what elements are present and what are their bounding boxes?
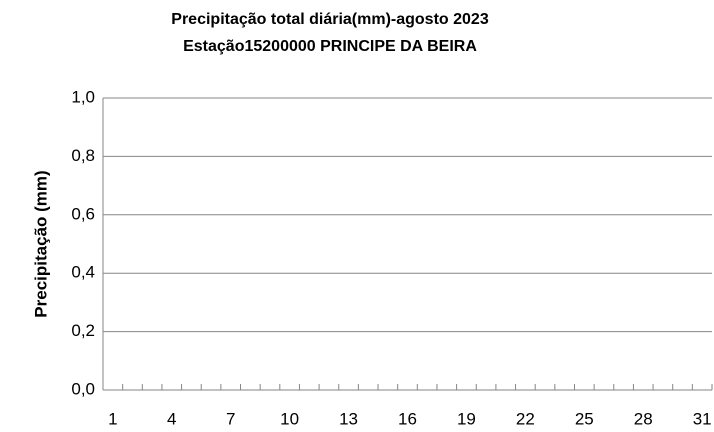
x-tick-label: 13 [339, 409, 358, 428]
x-tick-label: 10 [280, 409, 299, 428]
x-tick-label: 19 [457, 409, 476, 428]
x-tick-label: 1 [108, 409, 117, 428]
chart-subtitle: Estação15200000 PRINCIPE DA BEIRA [183, 38, 477, 55]
x-tick-label: 4 [167, 409, 176, 428]
x-tick-label: 25 [575, 409, 594, 428]
y-tick-label: 0,2 [71, 321, 95, 340]
x-tick-label: 7 [226, 409, 235, 428]
y-tick-label: 1,0 [71, 87, 95, 106]
y-tick-label: 0,4 [71, 263, 95, 282]
chart-title: Precipitação total diária(mm)-agosto 202… [171, 11, 489, 28]
x-tick-label: 28 [634, 409, 653, 428]
x-tick-label: 31 [693, 409, 712, 428]
y-axis-label: Precipitação (mm) [31, 170, 50, 317]
y-tick-label: 0,6 [71, 204, 95, 223]
y-tick-label: 0,0 [71, 379, 95, 398]
x-tick-label: 22 [516, 409, 535, 428]
y-tick-label: 0,8 [71, 146, 95, 165]
x-tick-label: 16 [398, 409, 417, 428]
